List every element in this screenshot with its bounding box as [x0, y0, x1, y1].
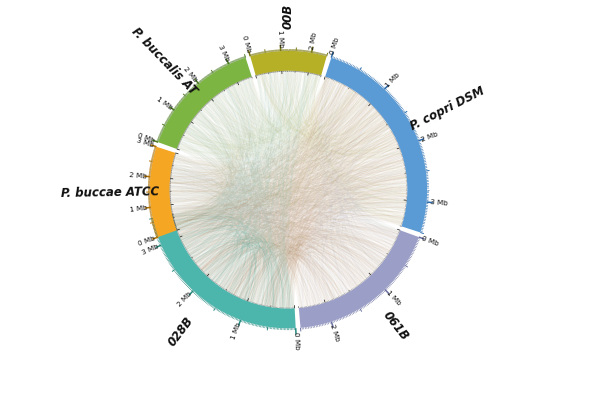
- Text: 3 Mb: 3 Mb: [217, 44, 230, 62]
- Text: 2 Mb: 2 Mb: [176, 291, 193, 308]
- Text: 0 Mb: 0 Mb: [293, 332, 300, 350]
- Text: 2 Mb: 2 Mb: [129, 172, 147, 179]
- Text: 3 Mb: 3 Mb: [140, 244, 160, 256]
- Text: 1 Mb: 1 Mb: [130, 205, 148, 213]
- Text: 1 Mb: 1 Mb: [385, 72, 401, 89]
- Text: P. buccalis AT: P. buccalis AT: [130, 25, 200, 98]
- Text: 2 Mb: 2 Mb: [183, 66, 199, 83]
- Text: 028B: 028B: [166, 315, 196, 349]
- Text: 1 Mb: 1 Mb: [385, 290, 402, 307]
- Polygon shape: [150, 147, 177, 237]
- Polygon shape: [325, 58, 427, 232]
- Text: 0 Mb: 0 Mb: [137, 236, 156, 247]
- Text: 2 Mb: 2 Mb: [309, 32, 318, 50]
- Polygon shape: [153, 214, 296, 328]
- Polygon shape: [299, 230, 419, 328]
- Text: 0 Mb: 0 Mb: [137, 132, 156, 144]
- Text: 061B: 061B: [380, 309, 410, 343]
- Text: 3 Mb: 3 Mb: [430, 199, 448, 207]
- Text: P. buccae ATCC: P. buccae ATCC: [61, 185, 160, 200]
- Text: 1 Mb: 1 Mb: [230, 322, 242, 341]
- Text: 00B: 00B: [282, 4, 295, 29]
- Polygon shape: [250, 51, 326, 75]
- Text: 0 Mb: 0 Mb: [421, 236, 440, 247]
- Text: 0 Mb: 0 Mb: [241, 35, 252, 54]
- Text: 2 Mb: 2 Mb: [421, 131, 439, 142]
- Text: 0 Mb: 0 Mb: [329, 36, 341, 55]
- Polygon shape: [158, 58, 252, 149]
- Text: P. copri DSM: P. copri DSM: [408, 84, 487, 133]
- Text: 1 Mb: 1 Mb: [277, 30, 284, 48]
- Text: 3 Mb: 3 Mb: [136, 137, 154, 148]
- Text: 1 Mb: 1 Mb: [155, 96, 173, 111]
- Text: 2 Mb: 2 Mb: [329, 324, 341, 343]
